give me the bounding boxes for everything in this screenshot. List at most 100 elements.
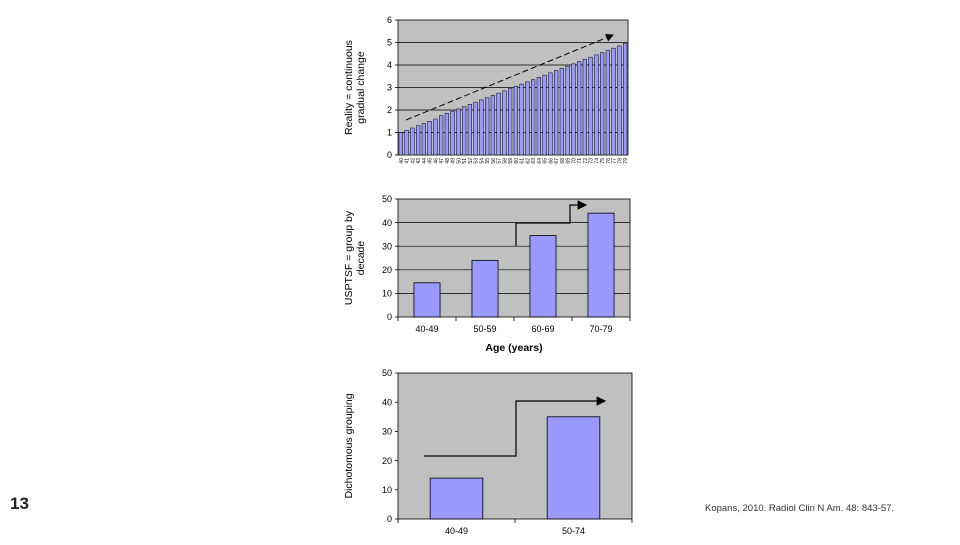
y-tick-label: 0 bbox=[387, 312, 392, 322]
bar bbox=[536, 77, 541, 156]
bar bbox=[444, 113, 449, 156]
x-tick-label: 41 bbox=[405, 158, 411, 164]
y-tick-label: 40 bbox=[382, 397, 392, 407]
bar bbox=[508, 88, 513, 156]
x-tick-label: 77 bbox=[612, 158, 618, 164]
bar bbox=[531, 79, 536, 156]
bar bbox=[502, 90, 507, 156]
bar bbox=[433, 118, 438, 156]
y-tick-label: 50 bbox=[382, 368, 392, 378]
bar bbox=[594, 54, 599, 156]
x-axis-label: Age (years) bbox=[485, 342, 542, 354]
x-tick-label: 54 bbox=[479, 158, 485, 164]
y-tick-label: 6 bbox=[387, 15, 392, 25]
bar bbox=[588, 56, 593, 156]
x-tick-label: 45 bbox=[428, 158, 434, 164]
x-tick-label: 72 bbox=[583, 158, 589, 164]
x-tick-label: 50-59 bbox=[473, 324, 496, 334]
bar bbox=[525, 81, 530, 156]
bar bbox=[554, 70, 559, 156]
bar bbox=[413, 282, 441, 318]
x-tick-label: 49 bbox=[451, 158, 457, 164]
x-tick-label: 78 bbox=[617, 158, 623, 164]
bar bbox=[559, 68, 564, 156]
y-tick-label: 5 bbox=[387, 38, 392, 48]
y-tick-label: 3 bbox=[387, 83, 392, 93]
x-tick-label: 69 bbox=[566, 158, 572, 164]
x-tick-label: 47 bbox=[439, 158, 445, 164]
bar bbox=[623, 43, 628, 156]
x-tick-label: 50-74 bbox=[562, 526, 585, 536]
bar bbox=[473, 101, 478, 156]
trend-arrow-decade bbox=[515, 200, 588, 246]
x-tick-label: 74 bbox=[594, 158, 600, 164]
bar bbox=[416, 125, 421, 156]
x-tick-label: 58 bbox=[502, 158, 508, 164]
bar bbox=[398, 132, 403, 156]
bar bbox=[456, 108, 461, 156]
bar bbox=[519, 83, 524, 156]
x-tick-label: 59 bbox=[508, 158, 514, 164]
x-tick-label: 64 bbox=[537, 158, 543, 164]
y-axis-label: Dichotomous grouping bbox=[343, 393, 355, 498]
y-axis-label: USPTSF = group by bbox=[343, 210, 355, 305]
y-tick-label: 30 bbox=[382, 241, 392, 251]
bar bbox=[546, 416, 601, 520]
slide-number: 13 bbox=[10, 494, 29, 513]
bar bbox=[429, 477, 484, 520]
y-tick-label: 50 bbox=[382, 194, 392, 204]
y-tick-label: 30 bbox=[382, 427, 392, 437]
x-tick-label: 40 bbox=[399, 158, 405, 164]
y-axis-label: gradual change bbox=[355, 51, 367, 124]
bar bbox=[529, 235, 557, 318]
bar bbox=[513, 86, 518, 156]
bar bbox=[410, 127, 415, 156]
x-tick-label: 65 bbox=[543, 158, 549, 164]
bar bbox=[617, 45, 622, 156]
bar bbox=[462, 106, 467, 156]
bar bbox=[565, 65, 570, 156]
bar bbox=[548, 72, 553, 156]
x-tick-label: 61 bbox=[520, 158, 526, 164]
x-tick-label: 68 bbox=[560, 158, 566, 164]
x-tick-label: 42 bbox=[410, 158, 416, 164]
bar bbox=[587, 212, 615, 318]
bar bbox=[496, 92, 501, 156]
bar bbox=[542, 74, 547, 156]
trend-arrow-continuous bbox=[405, 33, 614, 121]
y-tick-label: 10 bbox=[382, 289, 392, 299]
y-tick-label: 0 bbox=[387, 514, 392, 524]
y-tick-label: 0 bbox=[387, 150, 392, 160]
y-axis-label: Reality = continuous bbox=[343, 40, 355, 135]
bar bbox=[582, 59, 587, 156]
x-tick-label: 63 bbox=[531, 158, 537, 164]
trend-arrow-dichotomous bbox=[424, 396, 607, 457]
bar bbox=[421, 123, 426, 156]
x-tick-label: 48 bbox=[445, 158, 451, 164]
x-tick-label: 70 bbox=[571, 158, 577, 164]
x-tick-label: 52 bbox=[468, 158, 474, 164]
x-tick-label: 44 bbox=[422, 158, 428, 164]
y-tick-label: 20 bbox=[382, 265, 392, 275]
y-tick-label: 2 bbox=[387, 105, 392, 115]
x-tick-label: 40-49 bbox=[415, 324, 438, 334]
x-tick-label: 60 bbox=[514, 158, 520, 164]
x-tick-label: 46 bbox=[433, 158, 439, 164]
x-tick-label: 73 bbox=[589, 158, 595, 164]
bar bbox=[479, 99, 484, 156]
x-tick-label: 43 bbox=[416, 158, 422, 164]
x-tick-label: 60-69 bbox=[531, 324, 554, 334]
x-tick-label: 66 bbox=[548, 158, 554, 164]
y-axis-label: decade bbox=[355, 241, 367, 276]
y-tick-label: 40 bbox=[382, 218, 392, 228]
bar bbox=[404, 130, 409, 156]
x-tick-label: 76 bbox=[606, 158, 612, 164]
x-tick-label: 57 bbox=[497, 158, 503, 164]
y-tick-label: 4 bbox=[387, 60, 392, 70]
bar bbox=[427, 121, 432, 156]
bar bbox=[605, 50, 610, 156]
bar bbox=[471, 259, 499, 318]
x-tick-label: 67 bbox=[554, 158, 560, 164]
